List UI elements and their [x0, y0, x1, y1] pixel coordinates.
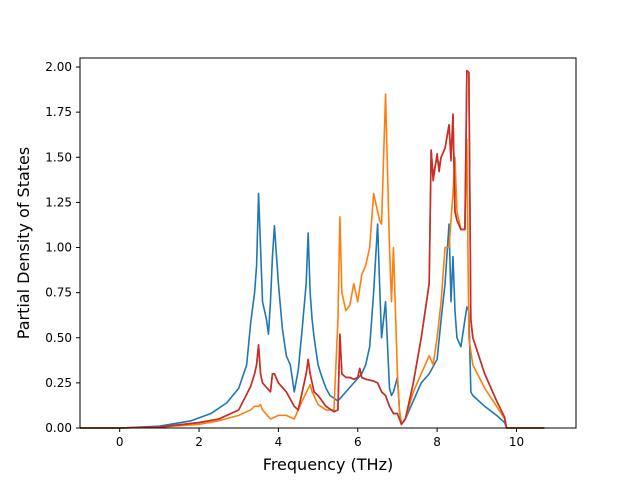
y-tick-label: 0.25	[45, 376, 72, 390]
y-axis-ticks: 0.00 0.25 0.50 0.75 1.00 1.25 1.50 1.75 2.00	[45, 60, 80, 435]
x-tick-label: 0	[116, 435, 124, 449]
y-tick-label: 0.50	[45, 331, 72, 345]
x-tick-label: 6	[354, 435, 362, 449]
y-tick-label: 0.00	[45, 421, 72, 435]
series-line-4	[80, 69, 545, 429]
series-line-1	[80, 192, 545, 429]
series-layer	[80, 69, 545, 429]
x-axis-ticks: 0 2 4 6 8 10	[116, 428, 524, 449]
y-tick-label: 1.50	[45, 150, 72, 164]
y-tick-label: 1.00	[45, 241, 72, 255]
y-tick-label: 0.75	[45, 286, 72, 300]
y-tick-label: 1.75	[45, 105, 72, 119]
series-line-2	[80, 93, 545, 429]
x-tick-label: 2	[195, 435, 203, 449]
x-tick-label: 8	[433, 435, 441, 449]
plot-frame	[79, 57, 577, 429]
x-tick-label: 10	[509, 435, 524, 449]
y-tick-label: 2.00	[45, 60, 72, 74]
x-tick-label: 4	[275, 435, 283, 449]
y-tick-label: 1.25	[45, 195, 72, 209]
x-axis-label: Frequency (THz)	[263, 455, 393, 474]
y-axis-label: Partial Density of States	[14, 147, 33, 339]
